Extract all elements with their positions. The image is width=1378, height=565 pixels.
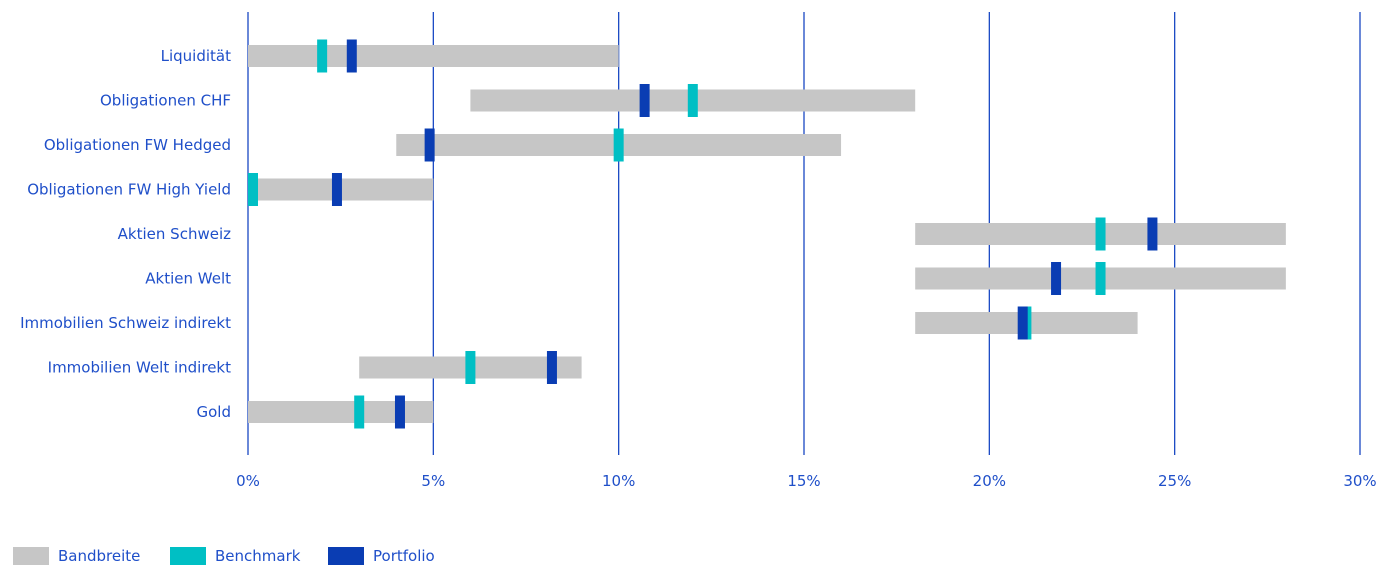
category-label: Obligationen FW High Yield xyxy=(27,181,231,199)
portfolio-markers xyxy=(331,39,1158,429)
x-tick-labels: 0% 5% 10% 15% 20% 25% 30% xyxy=(236,472,1377,490)
legend-swatch-benchmark xyxy=(170,547,206,565)
x-tick-label: 25% xyxy=(1158,472,1191,490)
category-label: Obligationen FW Hedged xyxy=(44,136,231,154)
bandbreite-ranges xyxy=(248,45,1286,423)
x-tick-label: 0% xyxy=(236,472,260,490)
portfolio-marker xyxy=(331,173,342,206)
benchmark-marker xyxy=(317,39,328,73)
x-tick-label: 10% xyxy=(602,472,635,490)
portfolio-marker xyxy=(639,84,650,117)
category-label: Liquidität xyxy=(161,47,231,65)
portfolio-marker xyxy=(546,351,557,384)
x-tick-label: 20% xyxy=(973,472,1006,490)
category-label: Obligationen CHF xyxy=(100,92,231,110)
benchmark-marker xyxy=(465,351,476,384)
benchmark-marker xyxy=(613,128,624,162)
category-labels: Liquidität Obligationen CHF Obligationen F… xyxy=(20,47,231,421)
category-label: Aktien Welt xyxy=(145,270,231,288)
benchmark-marker xyxy=(1095,262,1106,295)
category-label: Gold xyxy=(197,403,232,421)
portfolio-marker xyxy=(1017,306,1028,340)
legend-label-benchmark: Benchmark xyxy=(215,547,301,565)
portfolio-marker xyxy=(394,395,405,429)
legend-swatch-portfolio xyxy=(328,547,364,565)
category-label: Aktien Schweiz xyxy=(118,225,231,243)
bandbreite-bar xyxy=(248,401,434,423)
benchmark-marker xyxy=(248,173,258,206)
bandbreite-bar xyxy=(248,45,619,67)
x-tick-label: 15% xyxy=(787,472,820,490)
legend-label-bandbreite: Bandbreite xyxy=(58,547,140,565)
benchmark-marker xyxy=(354,395,365,429)
legend-label-portfolio: Portfolio xyxy=(373,547,435,565)
portfolio-marker xyxy=(346,39,357,73)
legend-swatch-bandbreite xyxy=(13,547,49,565)
category-label: Immobilien Welt indirekt xyxy=(48,359,231,377)
legend: Bandbreite Benchmark Portfolio xyxy=(13,547,435,565)
category-label: Immobilien Schweiz indirekt xyxy=(20,314,231,332)
x-tick-label: 30% xyxy=(1343,472,1376,490)
portfolio-marker xyxy=(424,128,435,162)
benchmark-marker xyxy=(687,84,698,117)
x-tick-label: 5% xyxy=(421,472,445,490)
benchmark-marker xyxy=(1095,217,1106,251)
portfolio-marker xyxy=(1051,262,1062,295)
portfolio-marker xyxy=(1147,217,1158,251)
